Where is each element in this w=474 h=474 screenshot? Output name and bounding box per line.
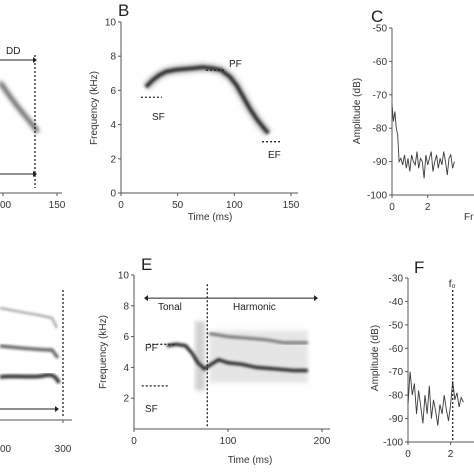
panel-c-label: C [371,7,383,26]
panel-b-x-tick-label: 50 [172,200,184,211]
panel-f-y-tick-label: -90 [389,414,404,425]
panel-e: E 2 4 6 8 10 0 100 200 Frequency (kHz) Time (m… [98,255,331,466]
panel-c-y-tick-label: -60 [373,57,388,68]
panel-c-y-axis-label: Amplitude (dB) [352,78,363,144]
panel-b-y-ticks: 0 2 4 6 8 10 [105,18,121,200]
panel-d-upper-harmonic [0,307,58,329]
panel-e-harmonic-label: Harmonic [233,302,276,313]
panel-e-y-axis-label: Frequency (kHz) [98,315,109,389]
panel-d: 00 300 [0,290,72,455]
panel-d-x-tick-label: 00 [0,444,12,455]
panel-e-tonal-label: Tonal [158,302,182,313]
panel-e-label: E [141,255,152,274]
panel-a: 00 150 DD [0,46,66,211]
panel-b-y-axis-label: Frequency (kHz) [89,71,100,145]
panel-b-x-tick-label: 100 [226,200,243,211]
panel-b-contour [144,65,270,135]
panel-f-y-tick-label: -80 [389,391,404,402]
panel-c-spectrum-line [391,104,455,179]
panel-b-ef-label: EF [268,150,281,161]
panel-c-y-tick-label: -100 [367,191,387,202]
panel-d-x-tick-label: 300 [55,444,72,455]
panel-e-y-tick-label: 10 [118,271,130,282]
arrowhead [55,406,59,412]
panel-e-x-tick-label: 0 [131,436,137,447]
panel-b-spectrogram [140,62,281,143]
panel-b-y-tick-label: 4 [110,120,116,131]
panel-b-pf-label: PF [229,59,242,70]
panel-c-y-tick-label: -70 [373,90,388,101]
panel-e-y-ticks: 2 4 6 8 10 [118,271,134,405]
panel-e-harmonic-contour [208,332,308,345]
panel-e-y-tick-label: 6 [123,332,129,343]
arrowhead [314,295,318,302]
panel-b-sf-label: SF [152,112,165,123]
panel-e-x-axis-label: Time (ms) [228,455,273,466]
panel-f-label: F [414,258,424,277]
panel-e-spectrogram [141,284,318,427]
panel-f-y-axis-label: Amplitude (dB) [370,325,381,391]
panel-f-y-tick-label: -30 [389,274,404,285]
panel-e-x-ticks: 0 100 200 [131,429,331,447]
panel-f-f0-label: f₀ [449,279,456,290]
panel-f-y-ticks: -30 -40 -50 -60 -70 -80 -90 -100 [383,274,408,449]
panel-e-onset-smear [195,321,206,391]
panel-b-contour-halo [142,62,272,137]
panel-f-spectrum-line [407,371,464,426]
arrowhead [144,295,148,302]
panel-a-x-tick-label: 00 [0,200,12,211]
panel-c-y-tick-label: -80 [373,124,388,135]
panel-f-x-tick-label: 0 [405,449,411,460]
panel-b-y-tick-label: 8 [110,52,116,63]
panel-c-x-axis-label-fragment: Fr [464,212,474,223]
panel-b-label: B [118,1,129,20]
arrowhead [33,171,37,177]
panel-d-middle-harmonic [0,344,60,360]
panel-f-y-tick-label: -70 [389,367,404,378]
panel-c-x-tick-label: 2 [425,202,431,213]
panel-b-y-tick-label: 10 [105,18,117,29]
panel-b-x-axis-label: Time (ms) [188,212,233,223]
panel-e-y-tick-label: 4 [123,363,129,374]
panel-a-spectrogram-contour [0,80,40,134]
panel-c-y-ticks: -50 -60 -70 -80 -90 -100 [367,24,392,202]
panel-b-y-tick-label: 6 [110,86,116,97]
panel-e-pf-label: PF [145,343,158,354]
panel-c-x-tick-label: 0 [389,202,395,213]
panel-c-y-tick-label: -90 [373,157,388,168]
panel-a-x-tick-label: 150 [49,200,66,211]
panel-f-y-tick-label: -100 [383,438,403,449]
panel-e-sf-label: SF [145,404,158,415]
panel-b-x-tick-label: 150 [283,200,300,211]
panel-f-y-tick-label: -60 [389,344,404,355]
panel-f-y-tick-label: -50 [389,320,404,331]
panel-b-x-ticks: 0 50 100 150 [118,193,300,211]
panel-b: B 0 2 4 6 8 10 0 50 100 150 Frequency (kHz) Time… [89,1,300,223]
panel-e-fundamental-contour [166,342,308,373]
panel-e-x-tick-label: 100 [220,436,237,447]
panel-f-x-tick-label: 2 [448,449,454,460]
panel-b-y-tick-label: 0 [110,189,116,200]
panel-c-y-tick-label: -50 [373,24,388,35]
panel-e-y-tick-label: 8 [123,301,129,312]
panel-e-y-tick-label: 2 [123,394,129,405]
panel-d-fundamental [0,372,61,384]
panel-a-dd-label: DD [6,46,20,57]
arrowhead [33,57,37,63]
panel-b-x-tick-label: 0 [118,200,124,211]
panel-e-x-tick-label: 200 [314,436,331,447]
panel-f-y-tick-label: -40 [389,297,404,308]
panel-b-y-tick-label: 2 [110,154,116,165]
